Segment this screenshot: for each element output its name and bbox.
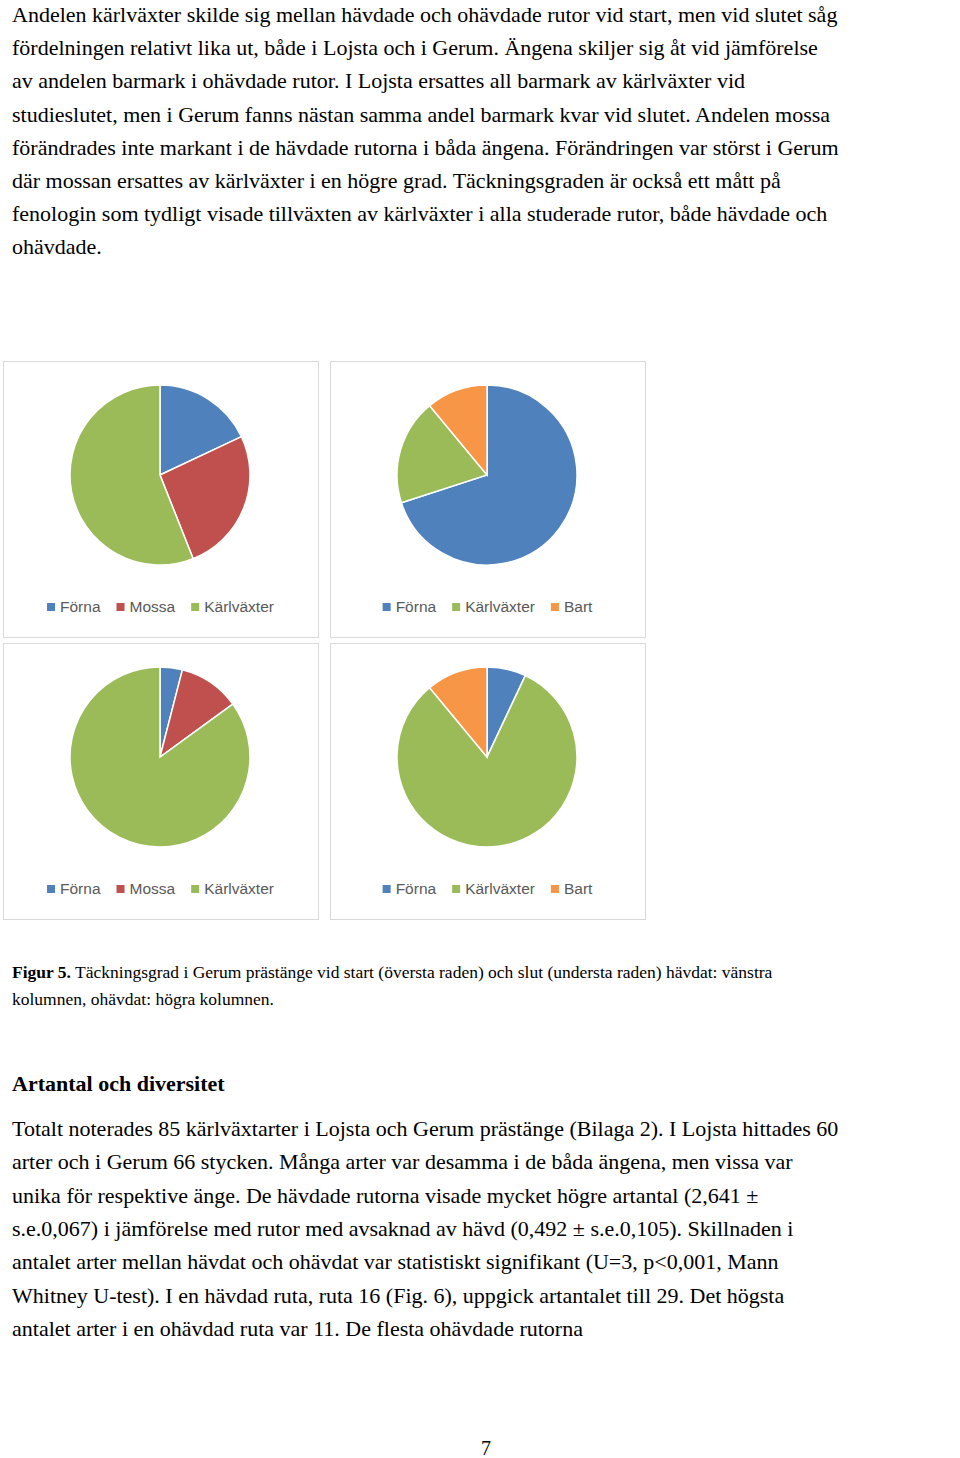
legend-label: Förna xyxy=(396,880,437,897)
legend-label: Kärlväxter xyxy=(204,880,274,897)
legend: Förna Mossa Kärlväxter xyxy=(47,598,274,615)
section-heading: Artantal och diversitet xyxy=(12,1071,225,1096)
pie-chart: Förna Kärlväxter Bart xyxy=(331,644,646,920)
paragraph-line: ohävdade. xyxy=(12,234,102,259)
legend-swatch xyxy=(47,885,55,893)
caption: Figur 5. Täckningsgrad i Gerum prästänge… xyxy=(12,962,773,982)
legend-label: Kärlväxter xyxy=(465,598,535,615)
legend: Förna Kärlväxter Bart xyxy=(383,598,593,615)
pie xyxy=(70,667,250,847)
legend-label: Bart xyxy=(564,598,593,615)
page-number: 7 xyxy=(481,1437,491,1458)
legend-item: Förna xyxy=(47,880,101,897)
paragraph-line: s.e.0,067) i jämförelse med rutor med av… xyxy=(12,1216,793,1241)
paragraph-line: av andelen barmark i ohävdade rutor. I L… xyxy=(12,68,745,93)
legend-swatch xyxy=(117,603,125,611)
caption-label: Figur 5. xyxy=(12,962,71,982)
legend-swatch xyxy=(452,603,460,611)
legend-item: Kärlväxter xyxy=(191,598,274,615)
legend-label: Mossa xyxy=(130,598,176,615)
legend-swatch xyxy=(383,885,391,893)
legend-item: Mossa xyxy=(117,598,176,615)
pie-chart: Förna Mossa Kärlväxter xyxy=(4,644,319,920)
paragraph-line: unika för respektive änge. De hävdade ru… xyxy=(12,1183,758,1208)
legend-label: Mossa xyxy=(130,880,176,897)
legend-item: Mossa xyxy=(117,880,176,897)
paragraph-line: där mossan ersattes av kärlväxter i en h… xyxy=(12,168,781,193)
legend-label: Kärlväxter xyxy=(204,598,274,615)
legend-item: Bart xyxy=(551,598,593,615)
pie-slice xyxy=(430,385,487,475)
pie-chart: Förna Kärlväxter Bart xyxy=(331,362,646,638)
pie-slice xyxy=(70,385,193,565)
caption-text: Täckningsgrad i Gerum prästänge vid star… xyxy=(71,962,773,982)
legend-swatch xyxy=(551,603,559,611)
legend-swatch xyxy=(117,885,125,893)
legend-swatch xyxy=(551,885,559,893)
paragraph-line: fenologin som tydligt visade tillväxten … xyxy=(12,201,827,226)
legend-label: Bart xyxy=(564,880,593,897)
pie xyxy=(397,385,577,565)
paragraph-line: förändrades inte markant i de hävdade ru… xyxy=(12,135,839,160)
pie-slice xyxy=(70,667,250,847)
legend-swatch xyxy=(383,603,391,611)
caption-text: kolumnen, ohävdat: högra kolumnen. xyxy=(12,989,274,1009)
page: Andelen kärlväxter skilde sig mellan häv… xyxy=(0,0,960,1458)
pie xyxy=(397,667,577,847)
legend-swatch xyxy=(452,885,460,893)
chart-frame xyxy=(4,362,319,638)
chart-frame xyxy=(4,644,319,920)
legend-item: Kärlväxter xyxy=(191,880,274,897)
legend-label: Förna xyxy=(60,598,101,615)
legend: Förna Mossa Kärlväxter xyxy=(47,880,274,897)
paragraph-line: studieslutet, men i Gerum fanns nästan s… xyxy=(12,102,830,127)
legend-item: Förna xyxy=(47,598,101,615)
legend-label: Förna xyxy=(396,598,437,615)
legend-label: Kärlväxter xyxy=(465,880,535,897)
chart-frame xyxy=(331,362,646,638)
legend-label: Förna xyxy=(60,880,101,897)
pie-slice xyxy=(430,667,487,757)
legend-item: Förna xyxy=(383,880,437,897)
paragraph-line: Totalt noterades 85 kärlväxtarter i Lojs… xyxy=(12,1116,838,1141)
paragraph-line: antalet arter i en ohävdad ruta var 11. … xyxy=(12,1316,583,1341)
legend-item: Kärlväxter xyxy=(452,880,535,897)
legend: Förna Kärlväxter Bart xyxy=(383,880,593,897)
paragraph-line: Whitney U-test). I en hävdad ruta, ruta … xyxy=(12,1283,784,1308)
legend-swatch xyxy=(191,603,199,611)
legend-item: Kärlväxter xyxy=(452,598,535,615)
paragraph-line: antalet arter mellan hävdat och ohävdat … xyxy=(12,1249,779,1274)
pie xyxy=(70,385,250,565)
chart-frame xyxy=(331,644,646,920)
legend-item: Förna xyxy=(383,598,437,615)
paragraph-line: Andelen kärlväxter skilde sig mellan häv… xyxy=(12,2,837,27)
legend-swatch xyxy=(191,885,199,893)
pie-chart: Förna Mossa Kärlväxter xyxy=(4,362,319,638)
legend-swatch xyxy=(47,603,55,611)
paragraph-line: arter och i Gerum 66 stycken. Många arte… xyxy=(12,1149,793,1174)
legend-item: Bart xyxy=(551,880,593,897)
paragraph-line: fördelningen relativt lika ut, både i Lo… xyxy=(12,35,818,60)
